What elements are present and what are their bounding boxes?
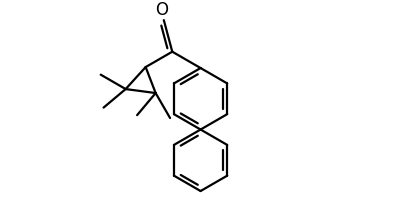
- Text: O: O: [156, 1, 168, 19]
